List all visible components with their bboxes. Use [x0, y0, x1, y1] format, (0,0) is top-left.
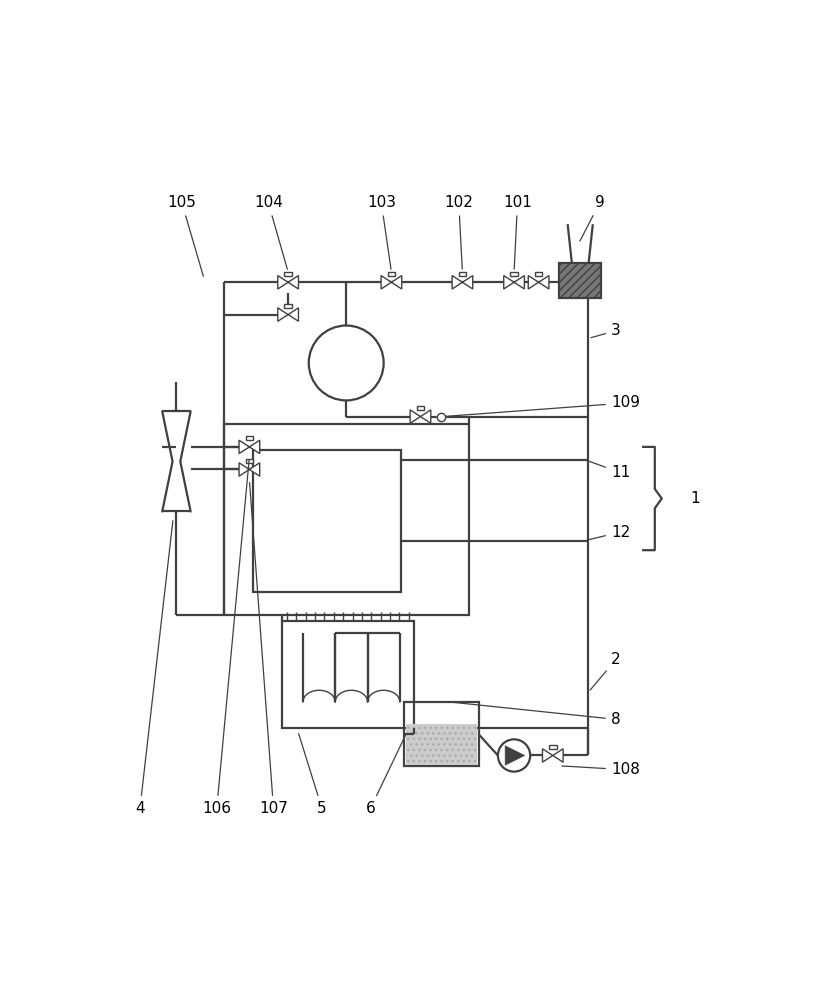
- Text: 8: 8: [451, 702, 621, 727]
- Bar: [246, 459, 253, 463]
- Text: 9: 9: [580, 195, 605, 241]
- Bar: [407, 724, 476, 765]
- Bar: [535, 272, 542, 276]
- Polygon shape: [288, 276, 298, 289]
- Text: 2: 2: [590, 652, 621, 690]
- Polygon shape: [288, 308, 298, 321]
- Polygon shape: [462, 276, 473, 289]
- Bar: [284, 272, 292, 276]
- Polygon shape: [421, 410, 431, 423]
- Text: 4: 4: [135, 521, 173, 816]
- Polygon shape: [505, 746, 525, 765]
- Text: 12: 12: [588, 525, 630, 540]
- Bar: [559, 263, 601, 298]
- Polygon shape: [392, 276, 402, 289]
- Text: 3: 3: [591, 323, 621, 338]
- Polygon shape: [239, 463, 249, 476]
- Polygon shape: [514, 276, 525, 289]
- Bar: [549, 745, 556, 749]
- Bar: [284, 304, 292, 308]
- Polygon shape: [504, 276, 514, 289]
- Polygon shape: [381, 276, 392, 289]
- Text: 6: 6: [366, 733, 407, 816]
- Circle shape: [309, 326, 384, 400]
- Polygon shape: [277, 276, 288, 289]
- Polygon shape: [277, 308, 288, 321]
- Polygon shape: [553, 749, 563, 762]
- Bar: [223, 424, 469, 615]
- Bar: [387, 272, 396, 276]
- Text: 108: 108: [562, 762, 640, 777]
- Polygon shape: [249, 463, 260, 476]
- Bar: [404, 702, 479, 766]
- Polygon shape: [410, 410, 421, 423]
- Text: 1: 1: [690, 491, 700, 506]
- Polygon shape: [452, 276, 462, 289]
- Polygon shape: [249, 440, 260, 454]
- Bar: [458, 272, 466, 276]
- Text: 106: 106: [202, 460, 249, 816]
- Text: 107: 107: [250, 483, 288, 816]
- Bar: [252, 450, 402, 592]
- Text: 103: 103: [367, 195, 396, 269]
- Bar: [246, 436, 253, 440]
- Bar: [282, 621, 414, 728]
- Circle shape: [498, 739, 531, 772]
- Text: 109: 109: [446, 395, 640, 416]
- Text: 11: 11: [588, 461, 630, 480]
- Text: 102: 102: [444, 195, 473, 269]
- Polygon shape: [239, 440, 249, 454]
- Text: 105: 105: [167, 195, 203, 276]
- Text: 104: 104: [254, 195, 287, 269]
- Polygon shape: [542, 749, 553, 762]
- Polygon shape: [539, 276, 549, 289]
- Bar: [510, 272, 518, 276]
- Text: 101: 101: [503, 195, 532, 269]
- Polygon shape: [528, 276, 539, 289]
- Bar: [416, 406, 424, 410]
- Text: 5: 5: [298, 734, 327, 816]
